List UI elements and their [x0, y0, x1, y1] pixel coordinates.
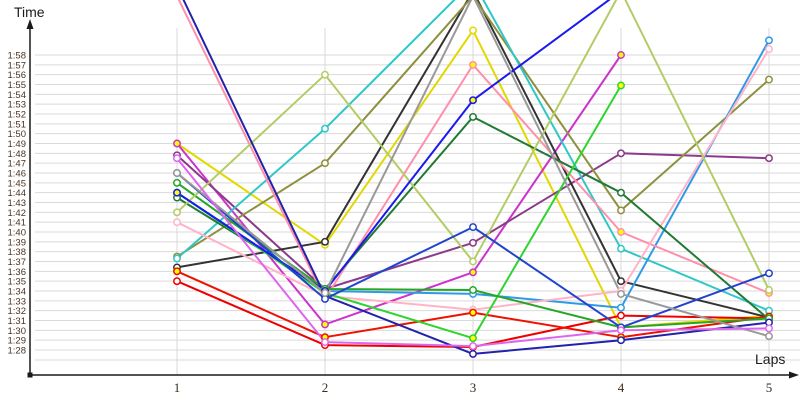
y-tick-label: 1:46 [8, 168, 27, 179]
y-tick-label: 1:56 [8, 70, 27, 81]
x-axis-title: Laps [755, 351, 786, 367]
data-point-violet-lap2 [321, 338, 329, 347]
data-point-purple-lap3 [469, 238, 477, 247]
data-point-yellow-green-lap1 [173, 208, 181, 217]
y-tick-label: 1:44 [8, 188, 27, 199]
y-tick-label: 1:52 [8, 109, 27, 120]
data-point-yellow-lap3 [469, 26, 477, 35]
data-point-bright-green-lap4 [617, 81, 625, 90]
data-point-pink-lap3 [469, 60, 477, 69]
y-tick-label: 1:53 [8, 100, 27, 111]
data-point-red-lap4 [617, 311, 625, 320]
data-point-royal-blue-lap3 [469, 96, 477, 105]
data-point-light-pink-lap1 [173, 218, 181, 227]
x-axis-arrow-icon [789, 371, 799, 379]
data-point-purple-lap4 [617, 149, 625, 158]
data-point-navy-lap4 [617, 336, 625, 345]
y-tick-label: 1:57 [8, 60, 27, 71]
data-point-magenta-lap2 [321, 320, 329, 329]
y-tick-label: 1:38 [8, 247, 27, 258]
data-point-yellow-green-lap5 [765, 286, 773, 294]
x-tick-label: 3 [470, 380, 477, 395]
y-tick-label: 1:48 [8, 149, 27, 160]
data-point-turquoise-lap1 [173, 254, 181, 263]
data-point-red-lap1 [173, 277, 181, 286]
series-line-black [176, 0, 770, 319]
data-point-violet-lap4 [617, 326, 625, 335]
data-point-gray-lap1 [173, 169, 181, 177]
y-tick-label: 1:36 [8, 267, 27, 278]
y-tick-label: 1:39 [8, 237, 27, 248]
data-point-bright-green-lap3 [469, 334, 477, 343]
y-tick-label: 1:33 [8, 296, 27, 307]
data-point-dark-khaki-lap4 [617, 206, 625, 215]
data-point-blue-lap3 [469, 223, 477, 232]
data-point-turquoise-lap2 [321, 124, 329, 133]
x-tick-label: 4 [618, 380, 625, 395]
data-point-magenta-lap1 [173, 139, 181, 148]
data-point-red-2-lap1 [173, 267, 181, 276]
y-tick-label: 1:40 [8, 227, 27, 238]
data-point-forest-green-lap3 [469, 112, 477, 121]
data-point-pink-lap4 [617, 228, 625, 236]
data-point-gray-lap5 [765, 332, 773, 341]
data-point-light-pink-lap5 [765, 45, 773, 54]
data-point-gray-lap2 [321, 289, 329, 297]
y-tick-label: 1:32 [8, 306, 27, 317]
data-point-gray-lap4 [617, 289, 625, 298]
data-point-forest-green-lap4 [617, 188, 625, 197]
data-point-sky-blue-lap5 [765, 36, 773, 45]
y-tick-label: 1:34 [8, 286, 27, 297]
data-point-dark-khaki-lap2 [321, 159, 329, 168]
data-point-dark-khaki-lap5 [765, 75, 773, 84]
series-line-gray [176, 0, 770, 338]
data-point-blue-lap5 [765, 269, 773, 278]
data-point-turquoise-lap4 [617, 244, 625, 253]
data-point-black-lap2 [321, 237, 329, 246]
y-tick-label: 1:37 [8, 257, 27, 268]
y-axis-title: Time [14, 4, 45, 20]
data-point-sky-blue-lap4 [617, 303, 625, 312]
data-point-green-lap3 [469, 286, 477, 294]
x-tick-label: 1 [174, 380, 181, 395]
y-tick-label: 1:31 [8, 316, 27, 327]
data-point-yellow-green-lap2 [321, 70, 329, 79]
y-tick-label: 1:42 [8, 208, 27, 219]
y-tick-label: 1:41 [8, 218, 27, 229]
data-point-green-lap1 [173, 178, 181, 187]
y-tick-label: 1:51 [8, 119, 27, 130]
data-point-red-2-lap3 [469, 308, 477, 317]
series-line-turquoise [176, 0, 770, 312]
y-tick-label: 1:55 [8, 80, 27, 91]
y-tick-label: 1:28 [8, 345, 27, 356]
data-point-royal-blue-lap1 [173, 188, 181, 197]
y-axis-arrow-icon [26, 19, 34, 29]
y-tick-label: 1:29 [8, 336, 27, 347]
y-tick-label: 1:45 [8, 178, 27, 189]
y-tick-label: 1:58 [8, 51, 27, 62]
y-tick-label: 1:35 [8, 277, 27, 288]
y-tick-label: 1:43 [8, 198, 27, 209]
x-tick-label: 2 [322, 380, 329, 395]
y-tick-label: 1:49 [8, 139, 27, 150]
data-point-purple-lap5 [765, 154, 773, 163]
series-line-royal-blue [176, 0, 611, 292]
y-tick-label: 1:50 [8, 129, 27, 140]
axis-origin-square [27, 372, 33, 378]
data-point-violet-lap5 [765, 324, 773, 333]
data-point-navy-lap3 [469, 349, 477, 358]
data-point-yellow-green-lap3 [469, 257, 477, 266]
data-point-violet-lap3 [469, 342, 477, 351]
y-tick-label: 1:54 [8, 90, 27, 101]
data-point-black-lap4 [617, 277, 625, 286]
data-point-violet-lap1 [173, 154, 181, 163]
x-tick-label: 5 [766, 380, 773, 395]
data-point-magenta-lap3 [469, 268, 477, 277]
y-tick-label: 1:30 [8, 326, 27, 337]
data-point-magenta-lap4 [617, 51, 625, 59]
y-tick-label: 1:47 [8, 159, 27, 170]
